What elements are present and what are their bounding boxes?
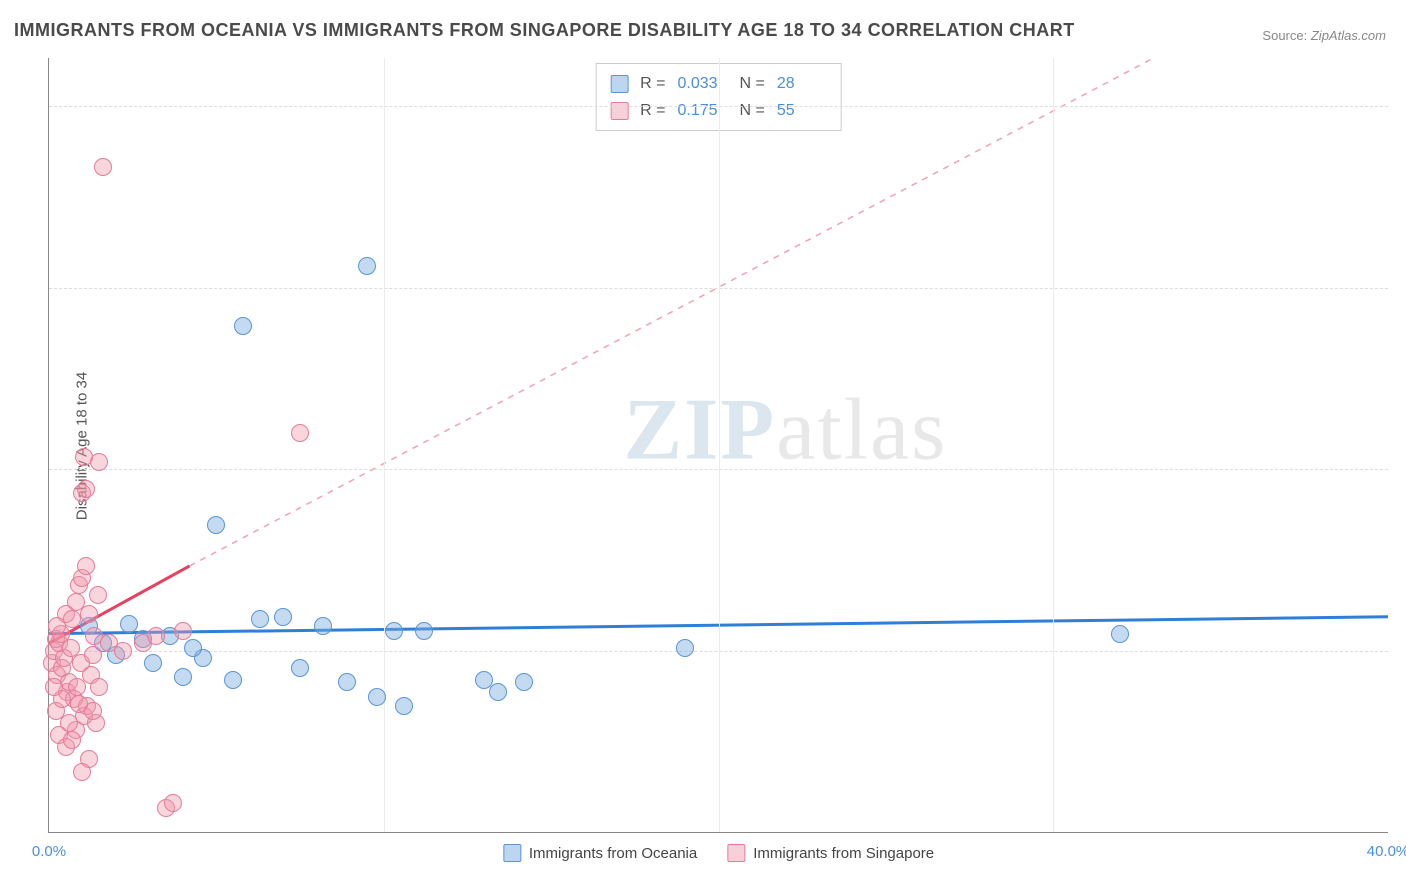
scatter-point-blue bbox=[144, 654, 162, 672]
scatter-point-blue bbox=[251, 610, 269, 628]
scatter-point-blue bbox=[120, 615, 138, 633]
scatter-point-pink bbox=[77, 557, 95, 575]
source-label: Source: bbox=[1262, 28, 1307, 43]
y-tick-label: 22.5% bbox=[1393, 279, 1406, 296]
r-value: 0.033 bbox=[678, 70, 728, 97]
legend-item-blue: Immigrants from Oceania bbox=[503, 844, 697, 862]
scatter-point-blue bbox=[415, 622, 433, 640]
watermark: ZIPatlas bbox=[623, 379, 947, 480]
n-value: 55 bbox=[777, 97, 827, 124]
scatter-point-pink bbox=[80, 605, 98, 623]
n-value: 28 bbox=[777, 70, 827, 97]
scatter-point-blue bbox=[368, 688, 386, 706]
scatter-point-blue bbox=[234, 317, 252, 335]
n-label: N = bbox=[740, 97, 765, 124]
y-tick-label: 7.5% bbox=[1393, 642, 1406, 659]
scatter-point-pink bbox=[73, 763, 91, 781]
scatter-point-blue bbox=[207, 516, 225, 534]
scatter-point-blue bbox=[184, 639, 202, 657]
bottom-legend: Immigrants from Oceania Immigrants from … bbox=[503, 844, 934, 862]
grid-line-vertical bbox=[384, 58, 385, 832]
scatter-point-blue bbox=[338, 673, 356, 691]
scatter-point-pink bbox=[84, 646, 102, 664]
scatter-point-pink bbox=[70, 695, 88, 713]
scatter-point-pink bbox=[45, 678, 63, 696]
chart-plot-area: ZIPatlas R = 0.033 N = 28 R = 0.175 N = … bbox=[48, 58, 1388, 833]
scatter-point-pink bbox=[147, 627, 165, 645]
swatch-blue-icon bbox=[610, 75, 628, 93]
legend-label: Immigrants from Singapore bbox=[753, 845, 934, 862]
scatter-point-blue bbox=[291, 659, 309, 677]
y-tick-label: 15.0% bbox=[1393, 461, 1406, 478]
scatter-point-pink bbox=[114, 642, 132, 660]
scatter-point-pink bbox=[94, 158, 112, 176]
scatter-point-blue bbox=[676, 639, 694, 657]
swatch-pink-icon bbox=[727, 844, 745, 862]
x-tick-label: 40.0% bbox=[1367, 843, 1406, 860]
scatter-point-blue bbox=[515, 673, 533, 691]
scatter-point-pink bbox=[90, 453, 108, 471]
scatter-point-pink bbox=[174, 622, 192, 640]
r-value: 0.175 bbox=[678, 97, 728, 124]
scatter-point-blue bbox=[489, 683, 507, 701]
grid-line-vertical bbox=[1053, 58, 1054, 832]
n-label: N = bbox=[740, 70, 765, 97]
source-value: ZipAtlas.com bbox=[1311, 28, 1386, 43]
legend-label: Immigrants from Oceania bbox=[529, 845, 697, 862]
swatch-blue-icon bbox=[503, 844, 521, 862]
watermark-atlas: atlas bbox=[776, 381, 947, 478]
scatter-point-pink bbox=[63, 731, 81, 749]
scatter-point-pink bbox=[90, 678, 108, 696]
scatter-point-pink bbox=[291, 424, 309, 442]
y-tick-label: 30.0% bbox=[1393, 98, 1406, 115]
scatter-point-pink bbox=[89, 586, 107, 604]
scatter-point-pink bbox=[164, 794, 182, 812]
r-label: R = bbox=[640, 70, 665, 97]
chart-title: IMMIGRANTS FROM OCEANIA VS IMMIGRANTS FR… bbox=[14, 20, 1075, 41]
scatter-point-blue bbox=[274, 608, 292, 626]
scatter-point-pink bbox=[60, 714, 78, 732]
scatter-point-pink bbox=[48, 617, 66, 635]
legend-item-pink: Immigrants from Singapore bbox=[727, 844, 934, 862]
scatter-point-pink bbox=[77, 480, 95, 498]
scatter-point-blue bbox=[314, 617, 332, 635]
scatter-point-blue bbox=[395, 697, 413, 715]
source-attribution: Source: ZipAtlas.com bbox=[1262, 28, 1386, 43]
watermark-zip: ZIP bbox=[623, 381, 776, 478]
x-tick-label: 0.0% bbox=[32, 843, 66, 860]
scatter-point-blue bbox=[174, 668, 192, 686]
r-label: R = bbox=[640, 97, 665, 124]
scatter-point-blue bbox=[385, 622, 403, 640]
swatch-pink-icon bbox=[610, 102, 628, 120]
scatter-point-blue bbox=[1111, 625, 1129, 643]
scatter-point-blue bbox=[224, 671, 242, 689]
scatter-point-blue bbox=[358, 257, 376, 275]
grid-line-vertical bbox=[719, 58, 720, 832]
